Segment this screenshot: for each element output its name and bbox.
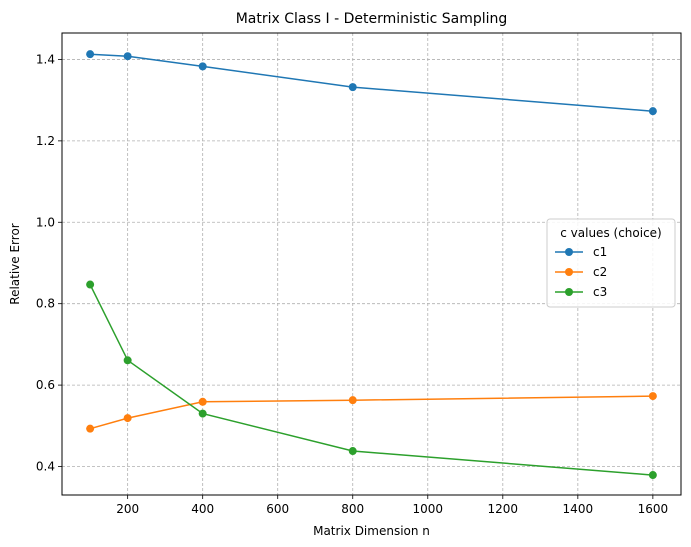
legend-marker-c1 [565, 248, 573, 256]
series-c1 [86, 50, 657, 116]
chart-title: Matrix Class I - Deterministic Sampling [236, 11, 508, 27]
x-axis-label: Matrix Dimension n [313, 524, 430, 538]
data-point-c1 [648, 107, 657, 116]
x-tick-label: 800 [341, 502, 364, 516]
y-tick-label: 1.4 [36, 52, 55, 66]
legend-marker-c2 [565, 268, 573, 276]
x-tick-label: 600 [266, 502, 289, 516]
legend-entry-c3: c3 [555, 285, 607, 299]
data-point-c2 [123, 414, 132, 423]
data-point-c1 [123, 52, 132, 61]
data-point-c1 [348, 83, 357, 92]
data-point-c3 [86, 280, 95, 289]
legend-box [546, 218, 676, 308]
series-layer [86, 50, 657, 480]
legend-entry-c1: c1 [555, 245, 607, 259]
x-tick-label: 200 [116, 502, 139, 516]
x-tick-label: 1400 [563, 502, 594, 516]
series-c2 [86, 392, 657, 433]
x-tick-label: 1600 [638, 502, 669, 516]
x-axis: 200 400 600 800 1000 1200 1400 1600 [116, 495, 668, 516]
data-point-c2 [648, 392, 657, 401]
series-c3 [86, 280, 657, 480]
data-point-c3 [198, 409, 207, 418]
legend-marker-c3 [565, 288, 573, 296]
y-tick-label: 0.4 [36, 460, 55, 474]
y-tick-label: 0.6 [36, 378, 55, 392]
legend-entry-c2: c2 [555, 265, 607, 279]
data-point-c1 [86, 50, 95, 59]
x-tick-label: 400 [191, 502, 214, 516]
data-point-c2 [86, 424, 95, 433]
legend-label-c2: c2 [593, 265, 607, 279]
data-point-c1 [198, 62, 207, 71]
data-point-c2 [198, 397, 207, 406]
y-axis: 0.4 0.6 0.8 1.0 1.2 1.4 [36, 52, 62, 474]
legend: c values (choice) c1 c2 c3 [546, 218, 676, 308]
x-tick-label: 1200 [488, 502, 519, 516]
y-tick-label: 1.0 [36, 215, 55, 229]
data-point-c3 [648, 471, 657, 480]
y-tick-label: 0.8 [36, 297, 55, 311]
x-tick-label: 1000 [412, 502, 443, 516]
data-point-c3 [348, 447, 357, 456]
legend-label-c1: c1 [593, 245, 607, 259]
y-axis-label: Relative Error [8, 223, 22, 305]
data-point-c3 [123, 356, 132, 365]
plot-frame [61, 32, 682, 496]
legend-label-c3: c3 [593, 285, 607, 299]
data-point-c2 [348, 396, 357, 405]
legend-title: c values (choice) [560, 226, 661, 240]
y-tick-label: 1.2 [36, 134, 55, 148]
